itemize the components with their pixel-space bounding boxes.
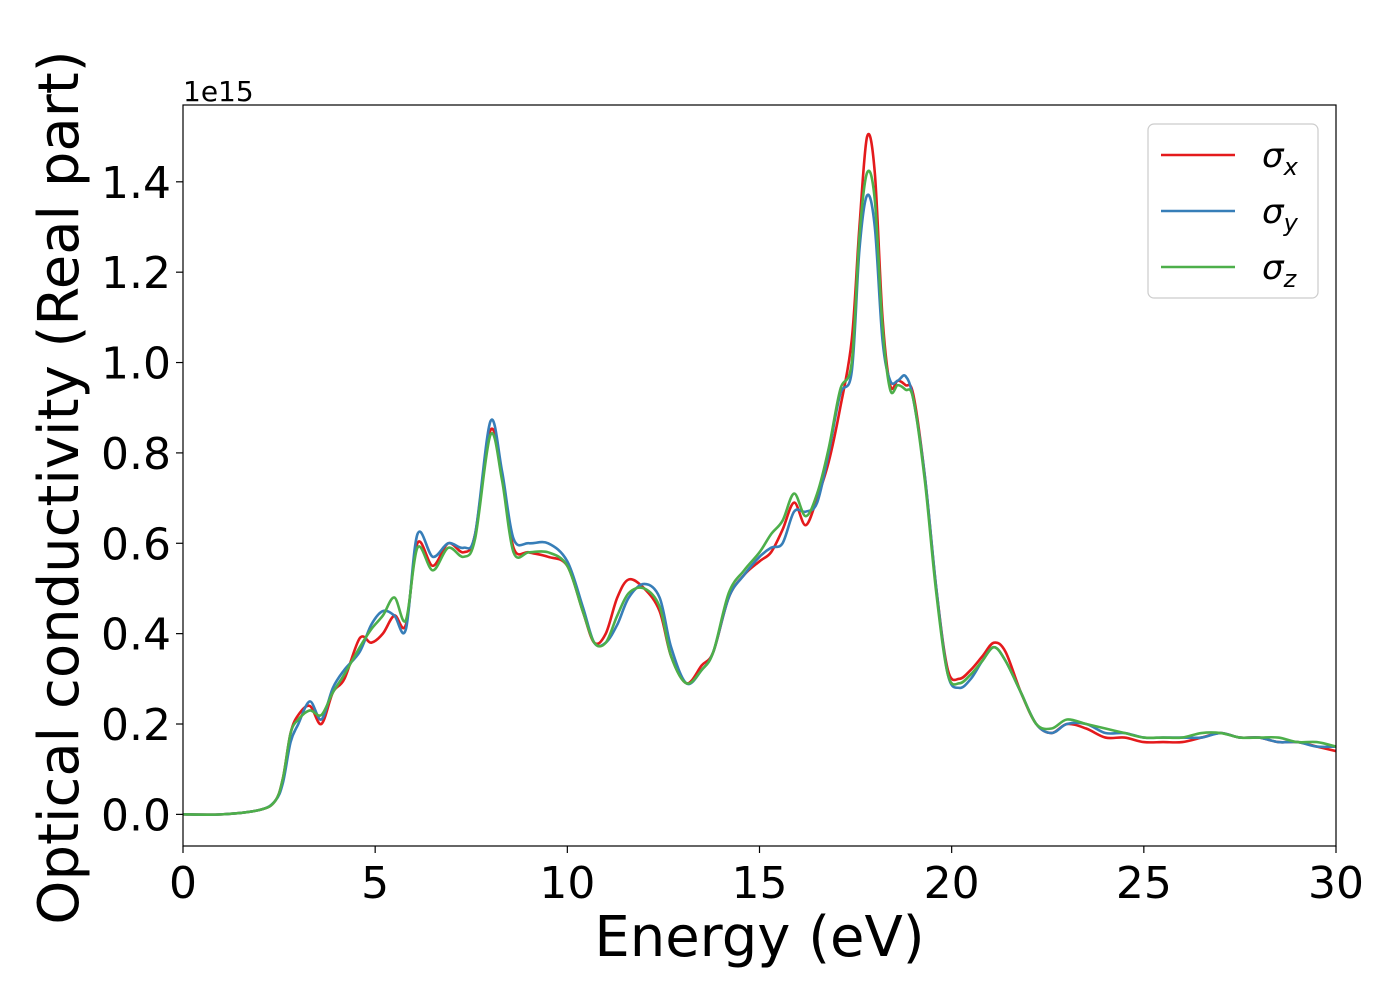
x-tick-label: 25 bbox=[1116, 858, 1172, 909]
y-tick-label: 0.8 bbox=[101, 429, 171, 480]
x-tick-label: 0 bbox=[169, 858, 197, 909]
x-axis-ticks: 0 5 10 15 20 25 30 bbox=[169, 846, 1364, 909]
series-line-z bbox=[183, 169, 1336, 817]
x-axis-label: Energy (eV) bbox=[594, 905, 924, 970]
y-axis-ticks: 0.0 0.2 0.4 0.6 0.8 1.0 1.2 1.4 bbox=[101, 158, 183, 841]
y-offset-label: 1e15 bbox=[183, 75, 254, 108]
x-tick-label: 20 bbox=[924, 858, 980, 909]
y-tick-label: 1.0 bbox=[101, 339, 171, 390]
y-tick-label: 0.6 bbox=[101, 519, 171, 570]
y-tick-label: 0.0 bbox=[101, 790, 171, 841]
y-tick-label: 0.4 bbox=[101, 610, 171, 661]
y-tick-label: 1.4 bbox=[101, 158, 171, 209]
x-tick-label: 30 bbox=[1308, 858, 1364, 909]
x-tick-label: 5 bbox=[361, 858, 389, 909]
y-tick-label: 1.2 bbox=[101, 248, 171, 299]
series-layer bbox=[183, 132, 1336, 817]
y-axis-label: Optical conductivity (Real part) bbox=[27, 50, 92, 924]
series-line-y bbox=[183, 193, 1336, 817]
x-tick-label: 10 bbox=[539, 858, 595, 909]
y-tick-label: 0.2 bbox=[101, 700, 171, 751]
x-tick-label: 15 bbox=[732, 858, 788, 909]
